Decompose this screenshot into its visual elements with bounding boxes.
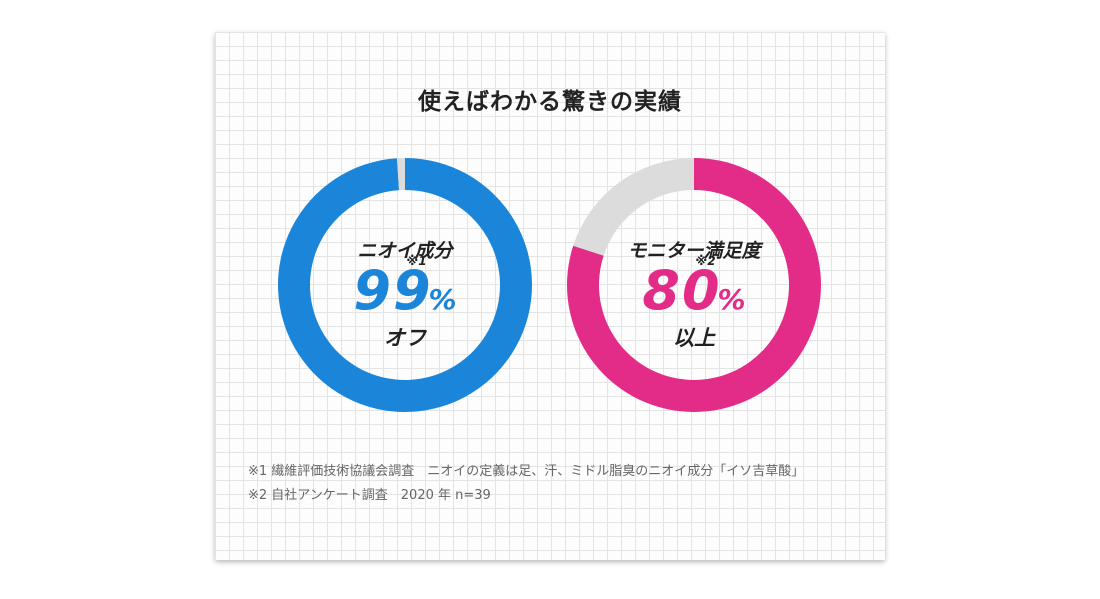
donut-category-label: モニター満足度: [627, 240, 761, 262]
results-card: 使えばわかる驚きの実績 ニオイ成分 99※1% オフ モニター満足度 80※2%…: [215, 32, 885, 560]
page-title: 使えばわかる驚きの実績: [418, 89, 682, 115]
footnote-mark: ※1: [406, 254, 427, 268]
donut-svg-satisfaction: [567, 158, 821, 412]
donut-suffix-label: オフ: [384, 326, 426, 350]
donut-slice-remainder: [573, 158, 694, 256]
value-number: 80: [642, 259, 722, 322]
donut-category-label: ニオイ成分: [357, 240, 453, 262]
donut-slice-remainder: [397, 158, 405, 191]
footnote-2: ※2 自社アンケート調査 2020 年 n=39: [248, 488, 491, 503]
donut-value-label: 80※2%: [567, 254, 821, 324]
donut-chart-odor: ニオイ成分 99※1% オフ: [278, 158, 532, 412]
donut-suffix-label: 以上: [673, 326, 715, 350]
footnote-1: ※1 繊維評価技術協議会調査 ニオイの定義は足、汗、ミドル脂臭のニオイ成分「イソ…: [248, 464, 805, 479]
value-unit: %: [428, 283, 457, 316]
donut-chart-satisfaction: モニター満足度 80※2% 以上: [567, 158, 821, 412]
footnotes: ※1 繊維評価技術協議会調査 ニオイの定義は足、汗、ミドル脂臭のニオイ成分「イソ…: [248, 460, 804, 508]
donut-svg-odor: [278, 158, 532, 412]
value-number: 99: [353, 259, 433, 322]
donut-value-label: 99※1%: [278, 254, 532, 324]
footnote-mark: ※2: [695, 254, 716, 268]
value-unit: %: [717, 283, 746, 316]
